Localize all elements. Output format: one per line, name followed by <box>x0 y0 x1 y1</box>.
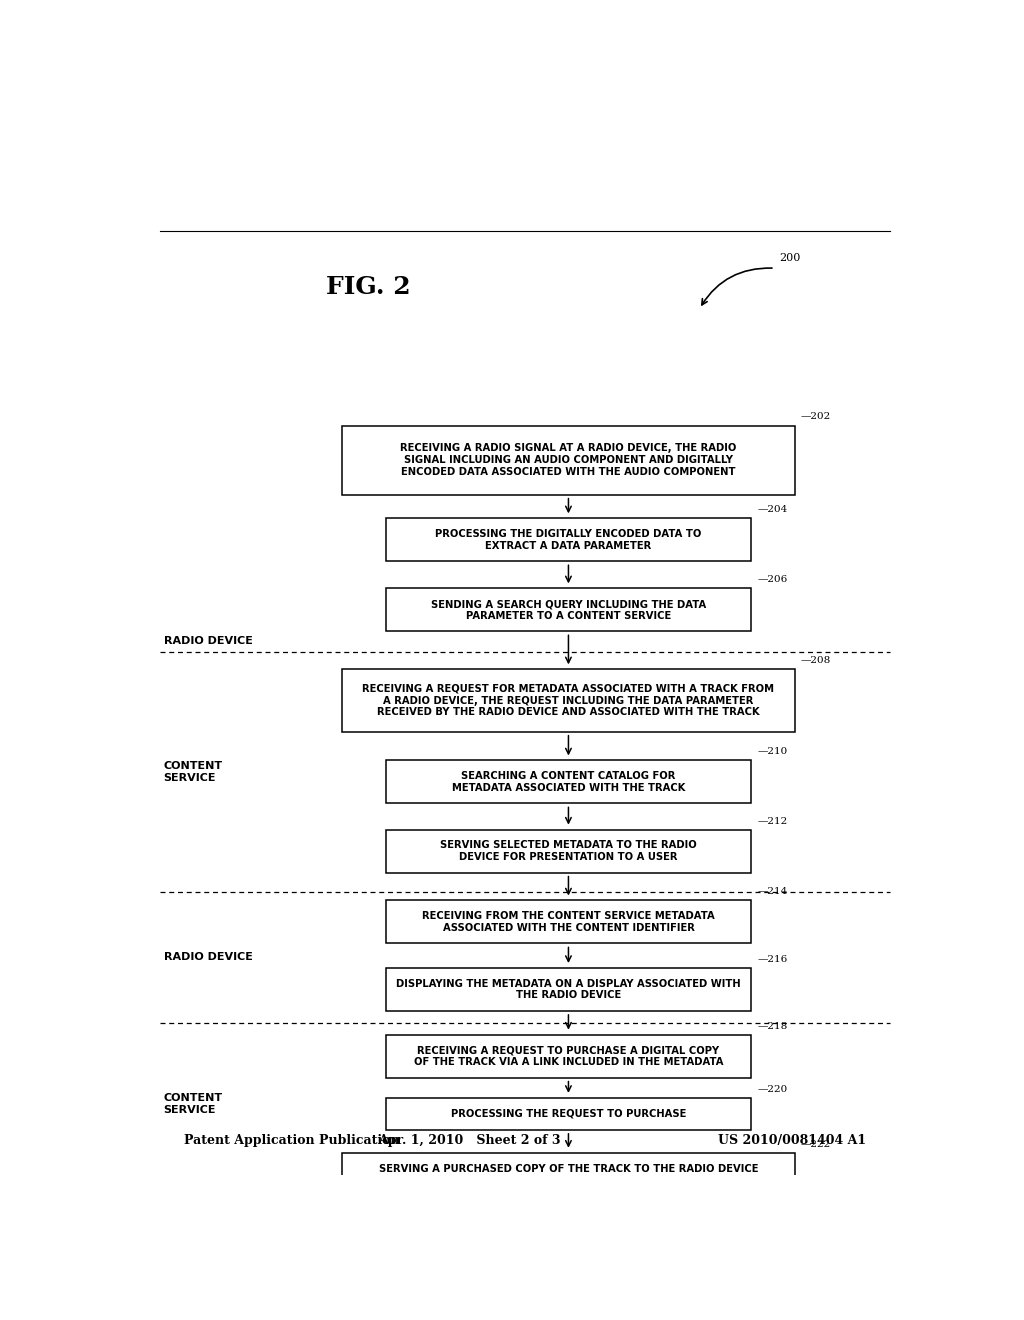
Bar <box>386 760 751 804</box>
Text: —220: —220 <box>758 1085 787 1094</box>
Bar <box>386 519 751 561</box>
Text: PROCESSING THE DIGITALLY ENCODED DATA TO
EXTRACT A DATA PARAMETER: PROCESSING THE DIGITALLY ENCODED DATA TO… <box>435 529 701 550</box>
Text: 200: 200 <box>778 253 800 263</box>
Bar <box>386 589 751 631</box>
Text: SENDING A SEARCH QUERY INCLUDING THE DATA
PARAMETER TO A CONTENT SERVICE: SENDING A SEARCH QUERY INCLUDING THE DAT… <box>431 599 707 620</box>
Bar <box>386 1035 751 1077</box>
Bar <box>342 1152 795 1185</box>
Text: —202: —202 <box>801 412 831 421</box>
Bar <box>386 900 751 944</box>
Text: SERVING SELECTED METADATA TO THE RADIO
DEVICE FOR PRESENTATION TO A USER: SERVING SELECTED METADATA TO THE RADIO D… <box>440 841 696 862</box>
Bar <box>342 425 795 495</box>
Text: PROCESSING THE REQUEST TO PURCHASE: PROCESSING THE REQUEST TO PURCHASE <box>451 1109 686 1119</box>
Text: —206: —206 <box>758 576 787 585</box>
Bar <box>342 669 795 731</box>
Text: —222: —222 <box>801 1139 831 1148</box>
Text: —218: —218 <box>758 1022 787 1031</box>
Text: RECEIVING A REQUEST TO PURCHASE A DIGITAL COPY
OF THE TRACK VIA A LINK INCLUDED : RECEIVING A REQUEST TO PURCHASE A DIGITA… <box>414 1045 723 1067</box>
Text: —214: —214 <box>758 887 787 896</box>
Text: —208: —208 <box>801 656 831 665</box>
Text: RECEIVING A RADIO SIGNAL AT A RADIO DEVICE, THE RADIO
SIGNAL INCLUDING AN AUDIO : RECEIVING A RADIO SIGNAL AT A RADIO DEVI… <box>400 444 736 477</box>
Text: CONTENT
SERVICE: CONTENT SERVICE <box>164 1093 223 1114</box>
Text: —216: —216 <box>758 954 787 964</box>
Text: Patent Application Publication: Patent Application Publication <box>183 1134 399 1147</box>
Text: RECEIVING FROM THE CONTENT SERVICE METADATA
ASSOCIATED WITH THE CONTENT IDENTIFI: RECEIVING FROM THE CONTENT SERVICE METAD… <box>422 911 715 933</box>
Bar <box>386 829 751 873</box>
Text: US 2010/0081404 A1: US 2010/0081404 A1 <box>718 1134 866 1147</box>
Text: RECEIVING A REQUEST FOR METADATA ASSOCIATED WITH A TRACK FROM
A RADIO DEVICE, TH: RECEIVING A REQUEST FOR METADATA ASSOCIA… <box>362 684 774 717</box>
Text: SEARCHING A CONTENT CATALOG FOR
METADATA ASSOCIATED WITH THE TRACK: SEARCHING A CONTENT CATALOG FOR METADATA… <box>452 771 685 793</box>
Text: FIG. 2: FIG. 2 <box>327 276 411 300</box>
Text: —210: —210 <box>758 747 787 756</box>
Bar <box>386 968 751 1011</box>
Text: —212: —212 <box>758 817 787 825</box>
Text: Apr. 1, 2010   Sheet 2 of 3: Apr. 1, 2010 Sheet 2 of 3 <box>378 1134 560 1147</box>
Text: —204: —204 <box>758 506 787 515</box>
Text: SERVING A PURCHASED COPY OF THE TRACK TO THE RADIO DEVICE: SERVING A PURCHASED COPY OF THE TRACK TO… <box>379 1164 758 1173</box>
Text: RADIO DEVICE: RADIO DEVICE <box>164 636 253 645</box>
Bar <box>386 1098 751 1130</box>
Text: DISPLAYING THE METADATA ON A DISPLAY ASSOCIATED WITH
THE RADIO DEVICE: DISPLAYING THE METADATA ON A DISPLAY ASS… <box>396 978 740 1001</box>
Text: CONTENT
SERVICE: CONTENT SERVICE <box>164 762 223 783</box>
Text: RADIO DEVICE: RADIO DEVICE <box>164 953 253 962</box>
